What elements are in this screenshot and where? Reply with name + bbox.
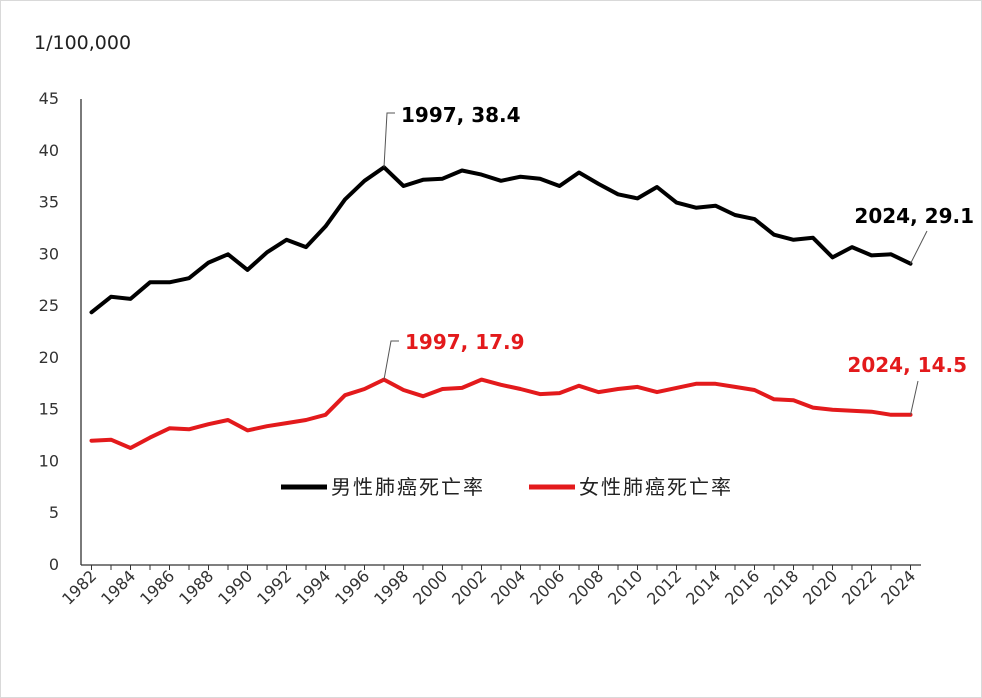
legend-label-female: 女性肺癌死亡率 xyxy=(579,475,733,499)
y-tick-label: 0 xyxy=(49,555,59,574)
legend-label-male: 男性肺癌死亡率 xyxy=(331,475,485,499)
x-tick-label: 1982 xyxy=(58,566,100,608)
legend: 男性肺癌死亡率 女性肺癌死亡率 xyxy=(281,475,733,499)
series-line-male xyxy=(89,165,913,315)
x-tick-label: 2024 xyxy=(877,566,919,608)
x-tick-label: 2016 xyxy=(721,566,763,608)
y-tick-label: 40 xyxy=(39,141,59,160)
annotation-leader-line xyxy=(383,340,399,380)
y-tick-label: 10 xyxy=(39,451,59,470)
x-tick-label: 2020 xyxy=(799,566,841,608)
x-tick-label: 2010 xyxy=(604,566,646,608)
annotation-label: 2024, 29.1 xyxy=(854,204,974,228)
x-tick-label: 2004 xyxy=(487,566,529,608)
x-tick-label: 2022 xyxy=(838,566,880,608)
y-axis-unit-label: 1/100,000 xyxy=(34,32,131,54)
annotation-leader-line xyxy=(910,230,928,264)
annotation-label: 1997, 17.9 xyxy=(405,330,525,354)
y-tick-label: 30 xyxy=(39,244,59,263)
x-tick-label: 2000 xyxy=(409,566,451,608)
x-tick-label: 1996 xyxy=(331,566,373,608)
x-tick-label: 2008 xyxy=(565,566,607,608)
annotation-leader-line xyxy=(383,112,395,168)
x-tick-label: 2002 xyxy=(448,566,490,608)
x-tick-label: 2018 xyxy=(760,566,802,608)
x-tick-label: 1990 xyxy=(214,566,256,608)
x-tick-label: 1984 xyxy=(97,566,139,608)
series-line-female xyxy=(89,377,913,450)
y-tick-label: 45 xyxy=(39,89,59,108)
x-tick-label: 1994 xyxy=(292,566,334,608)
annotation-leader-line xyxy=(910,380,919,415)
x-tick-label: 2006 xyxy=(526,566,568,608)
x-tick-label: 1998 xyxy=(370,566,412,608)
y-tick-label: 5 xyxy=(49,503,59,522)
x-tick-label: 1992 xyxy=(253,566,295,608)
y-tick-label: 20 xyxy=(39,348,59,367)
data-annotations: 1997, 38.4 2024, 29.1 1997, 17.9 2024, 14.5 xyxy=(383,103,974,415)
x-tick-label: 1988 xyxy=(175,566,217,608)
y-tick-label: 15 xyxy=(39,400,59,419)
y-tick-label: 35 xyxy=(39,193,59,212)
y-tick-label: 25 xyxy=(39,296,59,315)
annotation-label: 2024, 14.5 xyxy=(847,353,967,377)
x-tick-label: 2014 xyxy=(682,566,724,608)
x-tick-label: 2012 xyxy=(643,566,685,608)
series-lines xyxy=(89,165,913,450)
x-tick-label: 1986 xyxy=(136,566,178,608)
annotation-label: 1997, 38.4 xyxy=(401,103,521,127)
